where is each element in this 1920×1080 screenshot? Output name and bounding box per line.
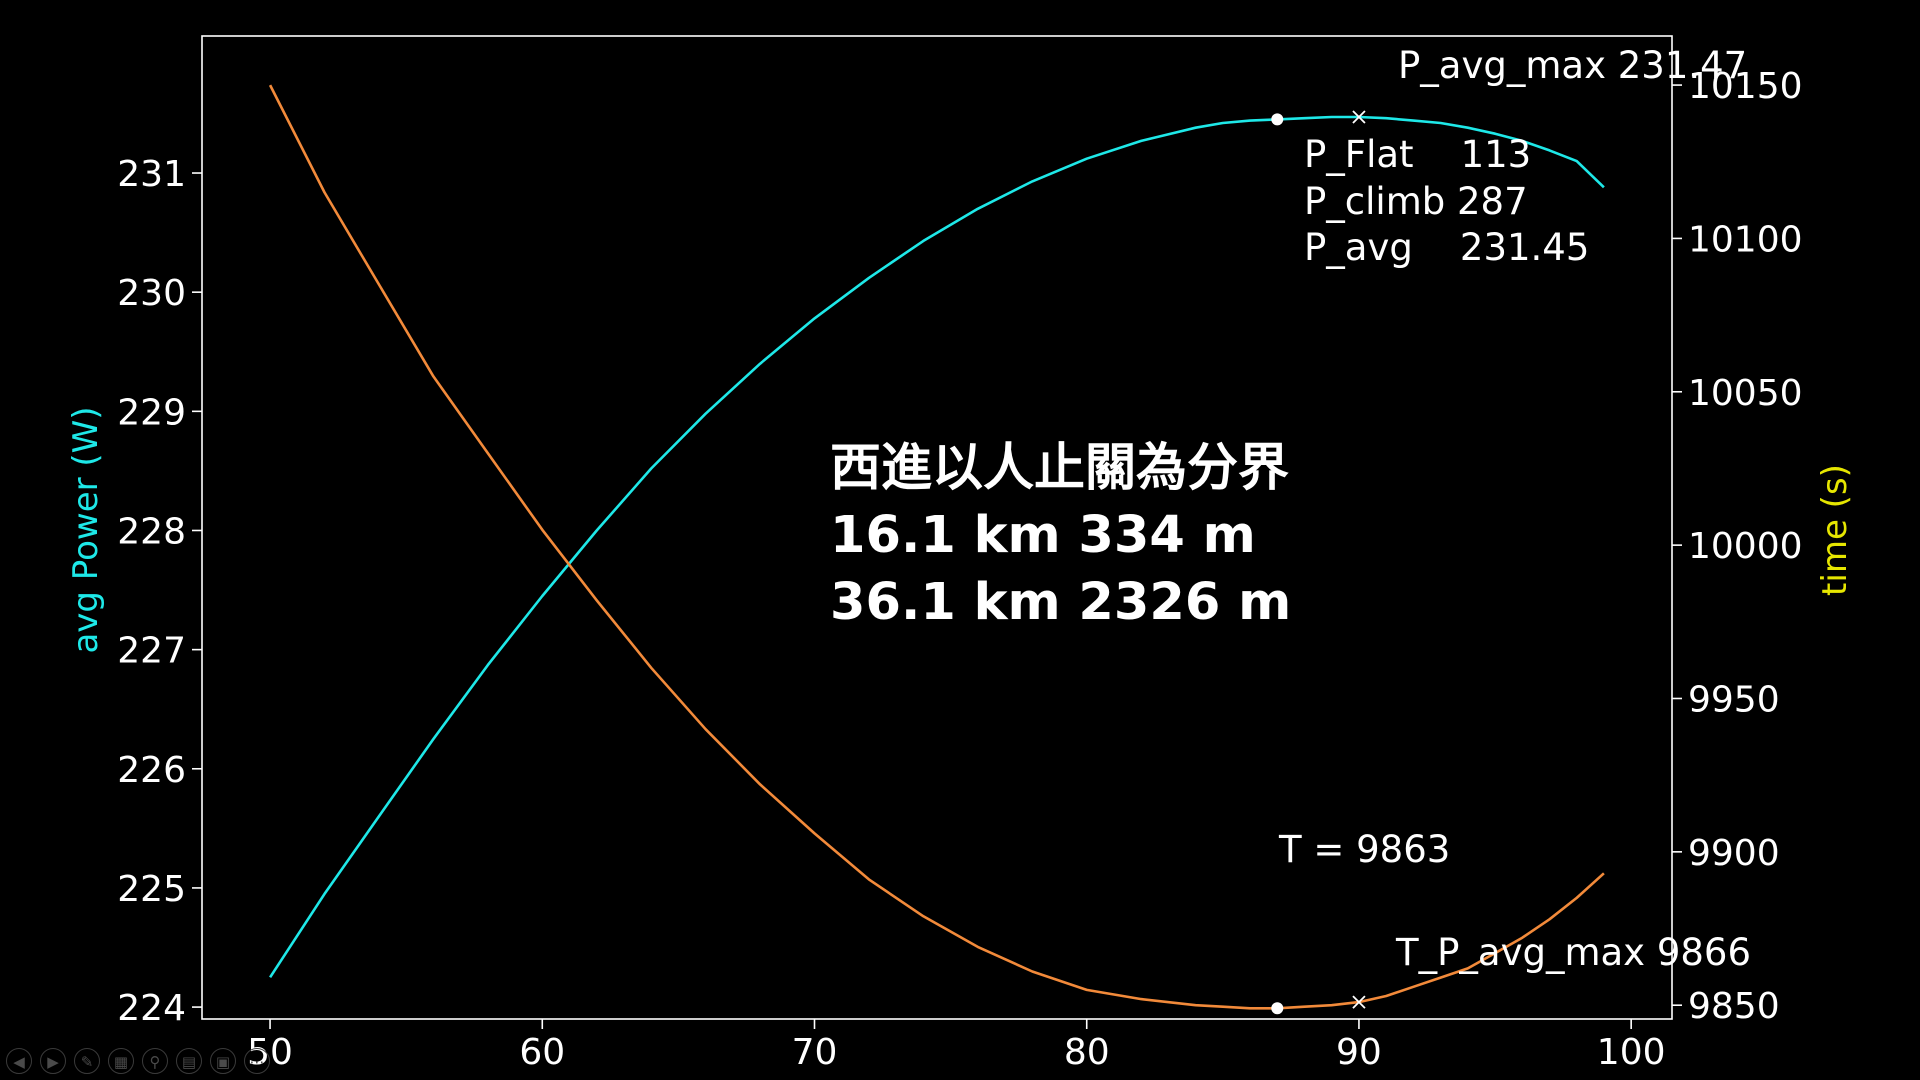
- zoom-icon[interactable]: ⚲: [142, 1048, 168, 1074]
- overlay-text: 西進以人止關為分界 16.1 km 334 m 36.1 km 2326 m: [830, 435, 1291, 636]
- y-left-tick-label: 231: [117, 154, 186, 195]
- y-right-tick-label: 10150: [1688, 66, 1803, 107]
- y-right-tick-label: 10000: [1688, 526, 1803, 567]
- y-right-tick-label: 9950: [1688, 679, 1780, 720]
- y-left-tick-label: 230: [117, 273, 186, 314]
- slide-controls: ◀ ▶ ✎ ▦ ⚲ ▤ ▣ ⋯: [6, 1048, 270, 1074]
- slides-icon[interactable]: ▦: [108, 1048, 134, 1074]
- subtitle-icon[interactable]: ▤: [176, 1048, 202, 1074]
- power-line: [269, 115, 1605, 979]
- plot-frame: [201, 35, 1673, 1020]
- next-icon[interactable]: ▶: [40, 1048, 66, 1074]
- x-axis-ticks: 50 60 70 80 90 100: [247, 1019, 1666, 1073]
- y-right-tick-label: 10050: [1688, 373, 1803, 414]
- x-tick-label: 90: [1336, 1032, 1382, 1073]
- max-dot-marker: [1271, 1002, 1284, 1015]
- max-dot-marker: [1271, 113, 1284, 126]
- series-lines: [268, 84, 1605, 1010]
- time-line: [268, 84, 1605, 1010]
- max-cross-marker: [1352, 995, 1366, 1009]
- x-tick-label: 80: [1064, 1032, 1110, 1073]
- y-axis-right-ticks: 9850 9900 9950 10000 10050 10100 10150: [1672, 66, 1803, 1027]
- pen-icon[interactable]: ✎: [74, 1048, 100, 1074]
- y-left-tick-label: 225: [117, 869, 186, 910]
- t-label: T = 9863: [1278, 828, 1450, 871]
- x-tick-label: 100: [1597, 1032, 1666, 1073]
- overlay-line-1: 西進以人止關為分界: [830, 439, 1290, 498]
- y-left-tick-label: 226: [117, 750, 186, 791]
- overlay-line-3: 36.1 km 2326 m: [830, 573, 1292, 632]
- y-left-tick-label: 227: [117, 631, 186, 672]
- param-p-flat: P_Flat 113: [1304, 133, 1531, 176]
- overlay-line-2: 16.1 km 334 m: [830, 506, 1256, 565]
- t-p-avg-max-label: T_P_avg_max 9866: [1395, 931, 1751, 974]
- axes-frame: [201, 35, 1673, 1020]
- y-axis-left-label: avg Power (W): [66, 406, 106, 653]
- y-left-tick-label: 229: [117, 392, 186, 433]
- y-axis-left-ticks: 224 225 226 227 228 229 230 231: [117, 154, 202, 1029]
- param-p-climb: P_climb 287: [1304, 180, 1528, 223]
- more-icon[interactable]: ⋯: [244, 1048, 270, 1074]
- param-p-avg: P_avg 231.45: [1304, 226, 1589, 269]
- x-tick-label: 70: [792, 1032, 838, 1073]
- y-right-tick-label: 9900: [1688, 833, 1780, 874]
- markers: [1271, 110, 1366, 1015]
- x-tick-label: 60: [519, 1032, 565, 1073]
- y-axis-right-label: time (s): [1815, 464, 1855, 596]
- y-left-tick-label: 224: [117, 988, 186, 1029]
- p-avg-max-label: P_avg_max 231.47: [1398, 44, 1747, 87]
- max-cross-marker: [1352, 110, 1366, 124]
- y-right-tick-label: 9850: [1688, 986, 1780, 1027]
- prev-icon[interactable]: ◀: [6, 1048, 32, 1074]
- y-right-tick-label: 10100: [1688, 219, 1803, 260]
- screen-icon[interactable]: ▣: [210, 1048, 236, 1074]
- y-left-tick-label: 228: [117, 511, 186, 552]
